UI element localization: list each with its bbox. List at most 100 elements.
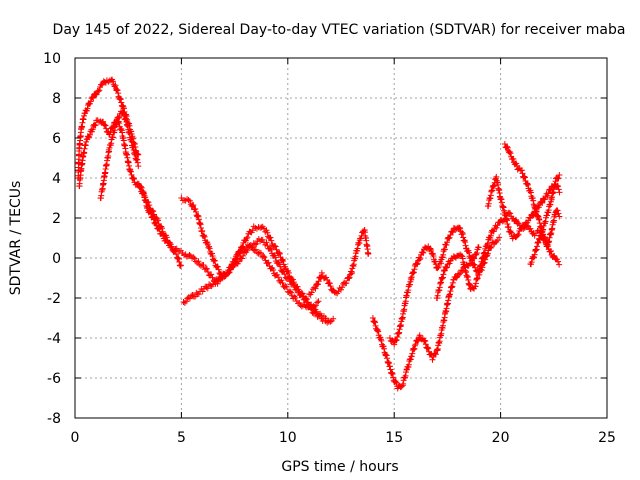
data-point [528,259,535,266]
data-point [176,259,183,266]
data-point [303,299,310,306]
data-point [496,234,503,241]
data-point [493,238,500,245]
x-axis-label: GPS time / hours [281,459,398,475]
data-point [209,281,216,288]
data-point [82,142,89,149]
data-point [275,259,282,266]
data-point [434,265,441,272]
data-point [471,261,478,268]
data-point [248,244,255,251]
data-point [195,291,202,298]
data-point [114,87,121,94]
data-point [429,356,436,363]
data-point [519,170,526,177]
data-point [239,243,246,250]
data-point [487,245,494,252]
data-point [494,222,501,229]
data-point [238,244,245,251]
data-point [206,245,213,252]
data-point [197,262,204,269]
data-point [457,225,464,232]
data-point [183,298,190,305]
data-point [117,95,124,102]
data-point [261,254,268,261]
data-point [531,232,538,239]
data-point [456,224,463,231]
data-point [417,255,424,262]
data-point [527,225,534,232]
data-point [226,269,233,276]
data-point [278,277,285,284]
data-point [414,338,421,345]
data-point [506,148,513,155]
data-point [271,242,278,249]
data-point [315,278,322,285]
data-point [265,259,272,266]
data-point [272,243,279,250]
data-point [284,274,291,281]
data-point [130,175,137,182]
data-point [205,269,211,276]
data-points [75,76,563,392]
data-point [312,285,319,292]
data-point [109,78,116,85]
chart-title: Day 145 of 2022, Sidereal Day-to-day VTE… [53,22,626,38]
data-point [207,282,214,289]
data-point [410,269,417,276]
data-point [227,266,234,273]
data-point [339,284,346,291]
data-point [391,341,398,348]
data-point [90,94,97,101]
data-point [369,315,376,321]
data-point [116,114,123,121]
data-point [204,285,211,292]
data-point [444,239,451,246]
data-point [215,275,222,282]
data-point [547,248,554,255]
data-point [416,332,423,339]
data-point [87,98,94,105]
data-point [102,122,109,129]
data-point [555,175,562,182]
data-point [222,273,229,280]
data-point [327,283,334,290]
data-point [473,249,480,256]
data-point [420,249,427,256]
data-point [80,116,87,123]
data-point [521,173,528,180]
data-point [272,254,279,261]
plot-frame [74,57,608,419]
data-point [391,378,398,385]
data-point [203,265,210,272]
data-point [289,279,296,286]
data-point [279,279,286,286]
data-point [507,228,514,235]
data-point [291,293,298,300]
data-point [173,251,180,258]
series-satellite-track-10 [433,209,563,302]
y-tick-label: -8 [47,411,61,427]
data-point [555,210,562,217]
data-point [489,187,496,194]
data-point [119,109,126,116]
data-point [318,269,325,276]
data-point [92,122,99,129]
data-point [503,143,510,150]
data-point [209,252,216,259]
y-axis-label: SDTVAR / TECUs [8,181,24,296]
data-point [542,235,549,242]
data-point [277,263,284,270]
data-point [240,252,247,259]
data-point [89,126,96,133]
series-satellite-track-2 [76,108,142,190]
data-point [109,134,116,141]
data-point [345,275,352,282]
y-tick-label: 6 [52,131,61,147]
data-point [201,233,208,240]
data-point [484,241,491,248]
data-point [539,227,546,234]
data-point [134,156,141,163]
data-point [195,258,202,265]
